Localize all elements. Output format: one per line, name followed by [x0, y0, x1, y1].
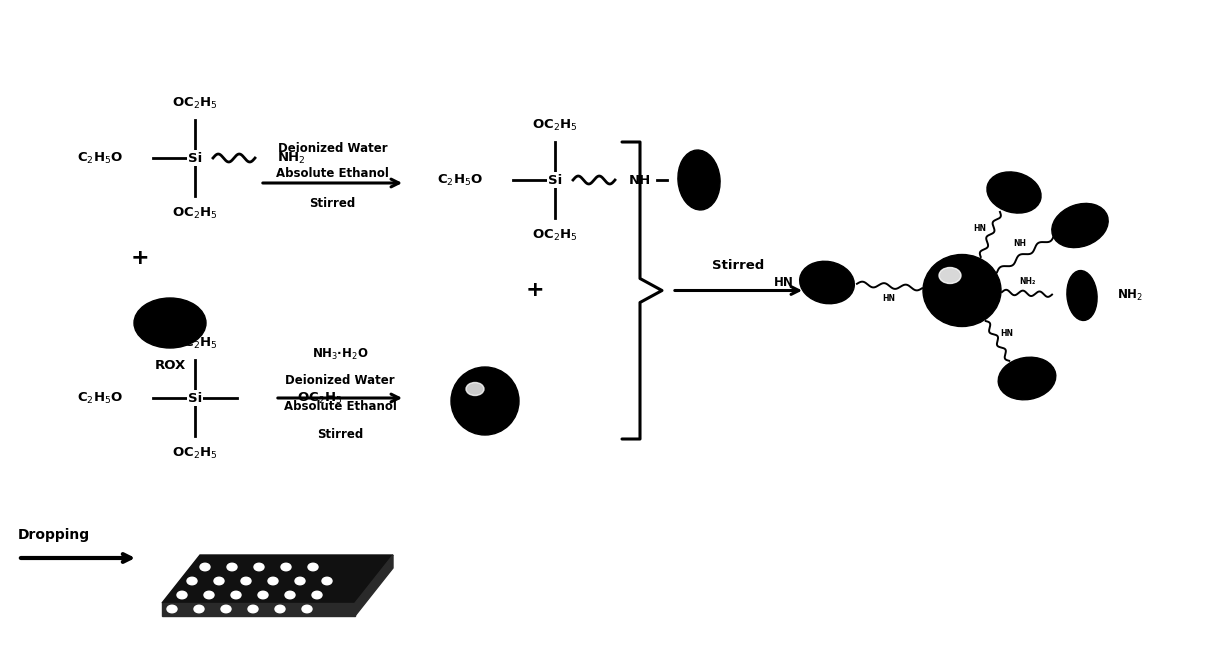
- Text: HN: HN: [1001, 330, 1014, 338]
- Ellipse shape: [285, 591, 295, 599]
- Text: C$_2$H$_5$O: C$_2$H$_5$O: [77, 391, 123, 406]
- Text: NH$_2$: NH$_2$: [276, 151, 305, 166]
- Polygon shape: [162, 603, 355, 616]
- Text: C$_2$H$_5$O: C$_2$H$_5$O: [437, 172, 483, 188]
- Text: Stirred: Stirred: [317, 428, 363, 440]
- Ellipse shape: [987, 172, 1042, 213]
- Text: Si: Si: [188, 152, 202, 164]
- Text: +: +: [526, 280, 544, 300]
- Ellipse shape: [214, 577, 225, 585]
- Text: OC$_2$H$_5$: OC$_2$H$_5$: [297, 391, 343, 406]
- Text: OC$_2$H$_5$: OC$_2$H$_5$: [532, 227, 578, 243]
- Text: C$_2$H$_5$O: C$_2$H$_5$O: [77, 151, 123, 166]
- Ellipse shape: [268, 577, 278, 585]
- Polygon shape: [162, 555, 393, 603]
- Text: OC$_2$H$_5$: OC$_2$H$_5$: [173, 446, 217, 461]
- Ellipse shape: [295, 577, 305, 585]
- Text: NH₂: NH₂: [1019, 277, 1036, 286]
- Text: Si: Si: [188, 391, 202, 404]
- Text: Deionized Water: Deionized Water: [285, 373, 395, 387]
- Ellipse shape: [194, 605, 204, 613]
- Ellipse shape: [302, 605, 311, 613]
- Text: OC$_2$H$_5$: OC$_2$H$_5$: [173, 206, 217, 221]
- Ellipse shape: [241, 577, 251, 585]
- Text: Deionized Water: Deionized Water: [278, 141, 387, 154]
- Ellipse shape: [311, 591, 322, 599]
- Polygon shape: [355, 555, 393, 616]
- Text: OC$_2$H$_5$: OC$_2$H$_5$: [173, 95, 217, 111]
- Ellipse shape: [275, 605, 285, 613]
- Ellipse shape: [258, 591, 268, 599]
- Text: Si: Si: [548, 174, 562, 186]
- Ellipse shape: [167, 605, 177, 613]
- Text: ROX: ROX: [154, 359, 186, 371]
- Text: HN: HN: [882, 294, 896, 302]
- Ellipse shape: [247, 605, 258, 613]
- Ellipse shape: [451, 367, 519, 435]
- Text: +: +: [130, 248, 150, 268]
- Ellipse shape: [466, 383, 484, 396]
- Ellipse shape: [177, 591, 187, 599]
- Text: HN: HN: [973, 224, 986, 233]
- Ellipse shape: [1067, 271, 1097, 320]
- Ellipse shape: [227, 564, 237, 571]
- Ellipse shape: [281, 564, 291, 571]
- Text: Stirred: Stirred: [712, 259, 764, 272]
- Ellipse shape: [308, 564, 317, 571]
- Ellipse shape: [253, 564, 264, 571]
- Ellipse shape: [204, 591, 214, 599]
- Text: HN: HN: [774, 276, 794, 289]
- Text: Dropping: Dropping: [18, 528, 91, 542]
- Text: NH$_2$: NH$_2$: [1116, 288, 1143, 303]
- Text: Absolute Ethanol: Absolute Ethanol: [276, 166, 389, 180]
- Ellipse shape: [800, 261, 855, 304]
- Ellipse shape: [998, 357, 1056, 400]
- Ellipse shape: [134, 298, 206, 348]
- Text: Stirred: Stirred: [309, 196, 356, 210]
- Text: NH: NH: [1013, 239, 1026, 248]
- Ellipse shape: [231, 591, 241, 599]
- Ellipse shape: [939, 267, 961, 284]
- Text: NH: NH: [629, 174, 652, 186]
- Ellipse shape: [1051, 204, 1108, 247]
- Ellipse shape: [221, 605, 231, 613]
- Text: Absolute Ethanol: Absolute Ethanol: [284, 400, 396, 412]
- Text: NH$_3$·H$_2$O: NH$_3$·H$_2$O: [311, 347, 368, 361]
- Ellipse shape: [200, 564, 210, 571]
- Text: OC$_2$H$_5$: OC$_2$H$_5$: [532, 117, 578, 133]
- Text: OC$_2$H$_5$: OC$_2$H$_5$: [173, 335, 217, 351]
- Ellipse shape: [923, 255, 1001, 326]
- Ellipse shape: [187, 577, 197, 585]
- Ellipse shape: [322, 577, 332, 585]
- Ellipse shape: [678, 150, 721, 210]
